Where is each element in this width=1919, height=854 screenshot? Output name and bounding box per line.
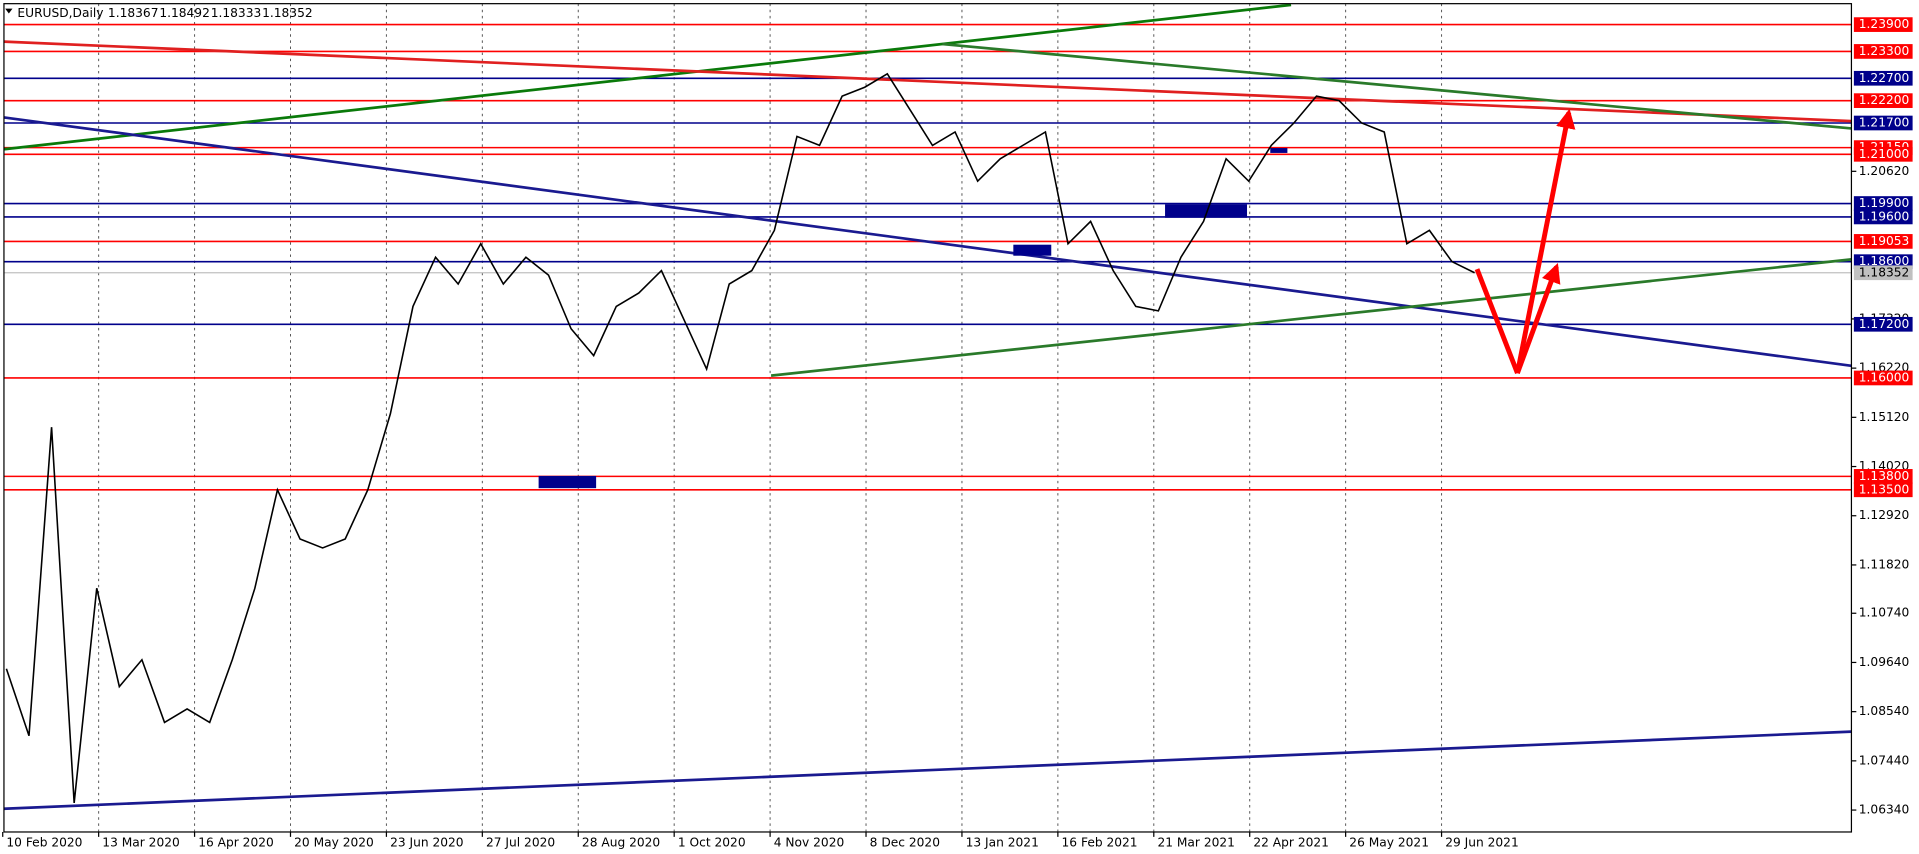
arrow	[1515, 108, 1576, 374]
level-label-box	[1853, 17, 1913, 32]
y-tick-label: 1.08540	[1859, 704, 1910, 718]
x-tick-label: 16 Apr 2020	[198, 835, 274, 849]
level-label: 1.21700	[1859, 116, 1910, 130]
y-tick-label: 1.07440	[1859, 753, 1910, 767]
levels	[3, 23, 1852, 491]
zone	[538, 475, 597, 489]
level-label: 1.13800	[1859, 469, 1910, 483]
x-tick-label: 21 Mar 2021	[1157, 835, 1234, 849]
trend-line	[3, 116, 1852, 368]
price-series	[5, 72, 1475, 803]
high-price: 1.18492	[159, 6, 210, 20]
level-label-box	[1853, 254, 1913, 270]
level-label-box	[1853, 234, 1913, 249]
x-tick-label: 10 Feb 2020	[6, 835, 82, 849]
level-label: 1.23900	[1859, 17, 1910, 31]
zone	[1270, 148, 1288, 153]
level-label: 1.17200	[1859, 317, 1910, 331]
y-tick-label: 1.15120	[1859, 410, 1910, 424]
x-tick-label: 27 Jul 2020	[486, 835, 555, 849]
price-line	[5, 72, 1475, 803]
level-label-box	[1853, 93, 1913, 108]
menu-icon	[5, 8, 13, 14]
level-label: 1.23300	[1859, 44, 1910, 58]
level-label: 1.22200	[1859, 93, 1910, 107]
trend-line	[942, 42, 1852, 130]
open-price: 1.18367	[108, 6, 159, 20]
x-tick-label: 16 Feb 2021	[1062, 835, 1138, 849]
y-tick-label: 1.12920	[1859, 508, 1910, 522]
x-tick-label: 4 Nov 2020	[774, 835, 845, 849]
y-tick-label: 1.20620	[1859, 164, 1910, 178]
x-tick-label: 29 Jun 2021	[1445, 835, 1519, 849]
x-tick-label: 8 Dec 2020	[870, 835, 940, 849]
trend-line	[3, 730, 1852, 811]
arrow	[1515, 263, 1561, 375]
level-label-box	[1853, 196, 1913, 211]
y-tick-label: 1.10740	[1859, 606, 1910, 620]
level-label: 1.19900	[1859, 196, 1910, 210]
level-label: 1.19053	[1859, 234, 1910, 248]
level-label: 1.18600	[1859, 254, 1910, 268]
y-tick-label: 1.06340	[1859, 803, 1910, 817]
level-label: 1.22700	[1859, 71, 1910, 85]
x-tick-label: 23 Jun 2020	[390, 835, 464, 849]
forecast-arrows	[1474, 108, 1576, 375]
current-price-label: 1.18352	[1859, 265, 1910, 279]
level-label: 1.13500	[1859, 482, 1910, 496]
level-label: 1.16000	[1859, 370, 1910, 384]
current-price-box	[1853, 265, 1913, 281]
level-label-box	[1853, 115, 1913, 131]
x-tick-label: 13 Jan 2021	[966, 835, 1039, 849]
close-price: 1.18352	[262, 6, 313, 20]
x-tick-label: 20 May 2020	[294, 835, 374, 849]
level-label: 1.21000	[1859, 147, 1910, 161]
level-label-box	[1853, 209, 1913, 225]
x-tick-label: 22 Apr 2021	[1253, 835, 1329, 849]
level-label: 1.19600	[1859, 209, 1910, 223]
zone	[1165, 204, 1248, 218]
y-tick-label: 1.09640	[1859, 655, 1910, 669]
x-tick-label: 1 Oct 2020	[678, 835, 746, 849]
trend-line	[3, 3, 1292, 151]
x-tick-label: 28 Aug 2020	[582, 835, 660, 849]
x-tick-label: 26 May 2021	[1349, 835, 1429, 849]
y-tick-label: 1.11820	[1859, 557, 1910, 571]
symbol-title: EURUSD,Daily	[17, 6, 103, 20]
low-price: 1.18333	[211, 6, 262, 20]
arrow	[1474, 268, 1520, 375]
level-label-box	[1853, 146, 1913, 162]
level-label-box	[1853, 482, 1913, 498]
level-label-box	[1853, 70, 1913, 86]
drawings	[3, 3, 1852, 811]
level-label-box	[1853, 370, 1913, 386]
level-label-box	[1853, 469, 1913, 484]
x-tick-label: 13 Mar 2020	[102, 835, 179, 849]
axes: 1.06340 1.07440 1.08540 1.09640 1.10740 1.118…	[2, 17, 1913, 849]
level-label-box	[1853, 44, 1913, 59]
trend-line	[770, 258, 1852, 377]
level-label-box	[1853, 316, 1913, 332]
zone	[1013, 244, 1052, 256]
trend-line	[3, 40, 1852, 123]
